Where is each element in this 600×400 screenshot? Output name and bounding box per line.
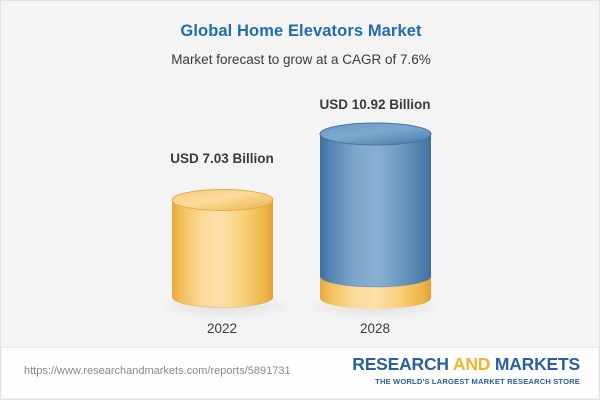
bar-2028 <box>319 122 432 309</box>
logo-wordmark: RESEARCH AND MARKETS <box>352 354 580 374</box>
source-url[interactable]: https://www.researchandmarkets.com/repor… <box>24 365 291 377</box>
footer: https://www.researchandmarkets.com/repor… <box>2 347 598 398</box>
bar-value-label-2028: USD 10.92 Billion <box>319 97 431 112</box>
logo-word-research: RESEARCH <box>352 354 453 374</box>
bar-2022 <box>171 189 274 308</box>
brand-logo[interactable]: RESEARCH AND MARKETS THE WORLD'S LARGEST… <box>352 354 580 386</box>
chart-title: Global Home Elevators Market <box>180 22 422 40</box>
logo-word-markets: MARKETS <box>490 354 580 374</box>
logo-tagline: THE WORLD'S LARGEST MARKET RESEARCH STOR… <box>375 376 580 386</box>
bar-category-label-2022: 2022 <box>206 321 238 336</box>
bar-value-label-2022: USD 7.03 Billion <box>170 151 274 166</box>
bar-category-label-2028: 2028 <box>359 321 391 336</box>
logo-word-and: AND <box>452 354 491 374</box>
chart-subtitle: Market forecast to grow at a CAGR of 7.6… <box>171 52 431 67</box>
plot-area: USD 7.03 Billion <box>1 81 599 346</box>
